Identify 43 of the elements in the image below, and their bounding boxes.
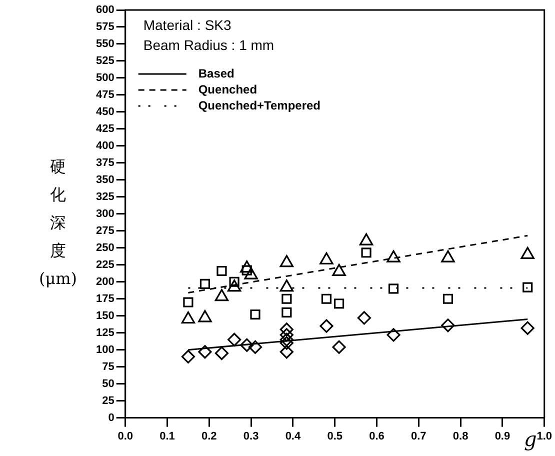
y-tick-label: 200 (96, 276, 114, 288)
y-tick-label: 75 (102, 360, 114, 373)
y-tick-label: 300 (96, 208, 114, 220)
y-tick-label: 250 (96, 242, 114, 254)
y-tick-label: 425 (96, 122, 114, 135)
y-tick-label: 500 (96, 72, 114, 84)
y-tick-label: 125 (96, 326, 114, 339)
y-tick-label: 600 (96, 4, 114, 16)
y-tick-label: 100 (96, 344, 114, 356)
x-tick-label: 0.8 (452, 430, 468, 442)
annotation: Beam Radius : 1 mm (143, 36, 274, 53)
x-tick-label: 0.3 (243, 430, 259, 442)
y-tick-label: 550 (96, 38, 114, 50)
y-tick-label: 175 (96, 292, 114, 305)
y-axis-title: 硬化深度(μm) (38, 157, 78, 288)
y-tick-label: 150 (96, 310, 114, 322)
annotation: Material : SK3 (143, 16, 232, 33)
x-tick-label: 0.1 (160, 430, 175, 442)
legend-label: Quenched+Tempered (198, 98, 321, 112)
x-tick-label: 0.2 (202, 430, 217, 442)
x-tick-label: 0.7 (411, 430, 426, 442)
y-tick-label: 450 (96, 106, 114, 118)
x-tick-label: 0.6 (369, 430, 384, 442)
legend-label: Based (198, 66, 234, 80)
x-tick-label: 0.0 (118, 430, 133, 442)
x-tick-label: 0.5 (327, 430, 342, 442)
y-tick-label: 50 (102, 378, 114, 390)
y-tick-label: 525 (96, 55, 114, 68)
y-tick-label: 225 (96, 258, 114, 271)
y-tick-label: 575 (96, 21, 114, 34)
x-tick-label: 0.4 (285, 430, 302, 442)
x-tick-label: 1.0 (536, 430, 552, 442)
y-tick-label: 275 (96, 224, 114, 237)
x-axis-title: g (524, 426, 537, 451)
y-tick-label: 475 (96, 88, 114, 101)
y-tick-label: 325 (96, 190, 114, 203)
y-tick-label: 375 (96, 156, 114, 169)
y-tick-label: 25 (102, 394, 114, 407)
y-tick-label: 0 (108, 412, 114, 424)
y-tick-label: 350 (96, 174, 114, 186)
legend-label: Quenched (198, 82, 258, 96)
x-tick-label: 0.9 (494, 430, 510, 442)
y-tick-label: 400 (96, 140, 114, 152)
